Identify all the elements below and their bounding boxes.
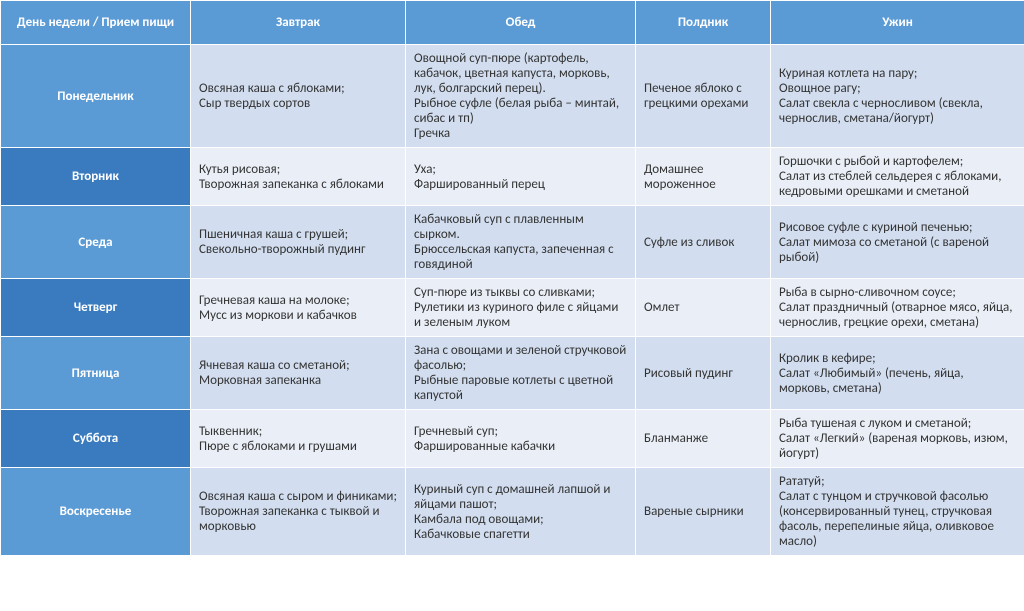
meal-plan-table: День недели / Прием пищи Завтрак Обед По… xyxy=(0,0,1024,556)
day-cell: Понедельник xyxy=(1,45,191,148)
breakfast-cell: Ячневая каша со сметаной; Морковная запе… xyxy=(191,337,406,410)
snack-cell: Суфле из сливок xyxy=(636,206,771,279)
table-row: ЧетвергГречневая каша на молоке; Мусс из… xyxy=(1,279,1024,337)
snack-cell: Печеное яблоко с грецкими орехами xyxy=(636,45,771,148)
day-cell: Пятница xyxy=(1,337,191,410)
table-row: СредаПшеничная каша с грушей; Свекольно-… xyxy=(1,206,1024,279)
table-row: СубботаТыквенник; Пюре с яблоками и груш… xyxy=(1,410,1024,468)
table-row: ВоскресеньеОвсяная каша с сыром и финика… xyxy=(1,468,1024,556)
day-cell: Суббота xyxy=(1,410,191,468)
snack-cell: Бланманже xyxy=(636,410,771,468)
day-cell: Среда xyxy=(1,206,191,279)
breakfast-cell: Овсяная каша с сыром и финиками; Творожн… xyxy=(191,468,406,556)
breakfast-cell: Гречневая каша на молоке; Мусс из морков… xyxy=(191,279,406,337)
snack-cell: Рисовый пудинг xyxy=(636,337,771,410)
table-row: ПятницаЯчневая каша со сметаной; Морковн… xyxy=(1,337,1024,410)
lunch-cell: Уха; Фаршированный перец xyxy=(406,148,636,206)
col-header-lunch: Обед xyxy=(406,1,636,45)
lunch-cell: Зана с овощами и зеленой стручковой фасо… xyxy=(406,337,636,410)
dinner-cell: Рыба в сырно-сливочном соусе; Салат праз… xyxy=(771,279,1024,337)
breakfast-cell: Пшеничная каша с грушей; Свекольно-творо… xyxy=(191,206,406,279)
table-body: ПонедельникОвсяная каша с яблоками; Сыр … xyxy=(1,45,1024,556)
dinner-cell: Рататуй; Салат с тунцом и стручковой фас… xyxy=(771,468,1024,556)
col-header-dinner: Ужин xyxy=(771,1,1024,45)
snack-cell: Омлет xyxy=(636,279,771,337)
snack-cell: Вареные сырники xyxy=(636,468,771,556)
breakfast-cell: Овсяная каша с яблоками; Сыр твердых сор… xyxy=(191,45,406,148)
lunch-cell: Овощной суп-пюре (картофель, кабачок, цв… xyxy=(406,45,636,148)
day-cell: Вторник xyxy=(1,148,191,206)
dinner-cell: Рисовое суфле с куриной печенью; Салат м… xyxy=(771,206,1024,279)
table-row: ВторникКутья рисовая; Творожная запеканк… xyxy=(1,148,1024,206)
dinner-cell: Кролик в кефире; Салат «Любимый» (печень… xyxy=(771,337,1024,410)
dinner-cell: Рыба тушеная с луком и сметаной; Салат «… xyxy=(771,410,1024,468)
lunch-cell: Куриный суп с домашней лапшой и яйцами п… xyxy=(406,468,636,556)
lunch-cell: Кабачковый суп с плавленным сырком. Брюс… xyxy=(406,206,636,279)
col-header-day: День недели / Прием пищи xyxy=(1,1,191,45)
lunch-cell: Суп-пюре из тыквы со сливками; Рулетики … xyxy=(406,279,636,337)
breakfast-cell: Тыквенник; Пюре с яблоками и грушами xyxy=(191,410,406,468)
lunch-cell: Гречневый суп; Фаршированные кабачки xyxy=(406,410,636,468)
table-row: ПонедельникОвсяная каша с яблоками; Сыр … xyxy=(1,45,1024,148)
table-head: День недели / Прием пищи Завтрак Обед По… xyxy=(1,1,1024,45)
snack-cell: Домашнее мороженное xyxy=(636,148,771,206)
col-header-breakfast: Завтрак xyxy=(191,1,406,45)
breakfast-cell: Кутья рисовая; Творожная запеканка с ябл… xyxy=(191,148,406,206)
day-cell: Воскресенье xyxy=(1,468,191,556)
dinner-cell: Горшочки с рыбой и картофелем; Салат из … xyxy=(771,148,1024,206)
dinner-cell: Куриная котлета на пару; Овощное рагу; С… xyxy=(771,45,1024,148)
day-cell: Четверг xyxy=(1,279,191,337)
col-header-snack: Полдник xyxy=(636,1,771,45)
